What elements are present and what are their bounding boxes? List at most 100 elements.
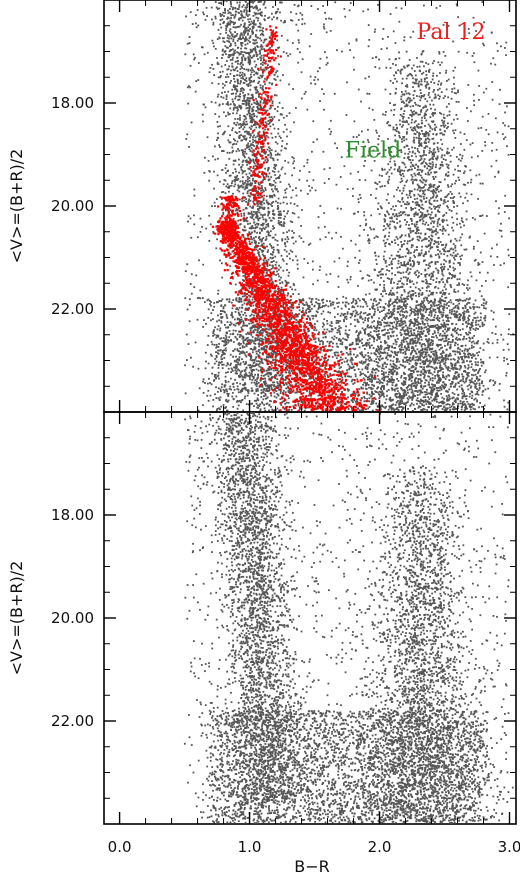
field-star-point [383, 396, 385, 398]
field-star-point [242, 304, 244, 306]
field-star-point [334, 143, 336, 145]
field-star-point [218, 387, 220, 389]
field-star-point [283, 202, 285, 204]
field-star-point [474, 306, 476, 308]
field-star-point [343, 320, 345, 322]
field-star-point [253, 74, 255, 76]
field-star-point [448, 103, 450, 105]
field-star-point [390, 221, 392, 223]
field-star-point [349, 9, 351, 11]
field-star-point [338, 338, 340, 340]
field-star-point [435, 176, 437, 178]
field-star-point [492, 57, 494, 59]
field-star-point [376, 339, 378, 341]
field-star-point [433, 336, 435, 338]
field-star-point [376, 361, 378, 363]
field-star-point [411, 174, 413, 176]
field-star-point [400, 352, 402, 354]
field-star-point [298, 42, 300, 44]
field-star-point [298, 216, 300, 218]
field-star-point [259, 153, 261, 155]
field-star-point [460, 400, 462, 402]
field-star-point [450, 341, 452, 343]
field-star-point [416, 270, 418, 272]
field-star-point [421, 171, 423, 173]
field-star-point [487, 272, 489, 274]
field-star-point [256, 403, 258, 405]
field-star-point [354, 213, 356, 215]
field-star-point [298, 403, 300, 405]
field-star-point [433, 113, 435, 115]
field-star-point [429, 150, 431, 152]
field-star-point [421, 120, 423, 122]
field-star-point [214, 159, 216, 161]
field-star-point [299, 309, 301, 311]
field-star-point [279, 398, 281, 400]
field-star-point [232, 57, 234, 59]
field-star-point [294, 213, 296, 215]
field-star-point [461, 217, 463, 219]
field-star-point [298, 304, 300, 306]
field-star-point [383, 225, 385, 227]
field-star-point [409, 59, 411, 61]
field-star-point [336, 184, 338, 186]
field-star-point [452, 230, 454, 232]
field-star-point [223, 111, 225, 113]
field-star-point [409, 114, 411, 116]
field-star-point [452, 363, 454, 365]
field-star-point [501, 236, 503, 238]
field-star-point [434, 200, 436, 202]
field-star-point [458, 179, 460, 181]
field-star-point [453, 147, 455, 149]
field-star-point [243, 68, 245, 70]
field-star-point [349, 365, 351, 367]
field-star-point [489, 357, 491, 359]
field-star-point [443, 51, 445, 53]
field-star-point [478, 99, 480, 101]
field-star-point [197, 9, 199, 11]
field-star-point [497, 356, 499, 358]
field-star-point [207, 52, 209, 54]
field-star-point [404, 240, 406, 242]
field-star-point [267, 120, 269, 122]
field-star-point [225, 172, 227, 174]
field-star-point [454, 276, 456, 278]
field-star-point [447, 166, 449, 168]
field-star-point [266, 79, 268, 81]
field-star-point [283, 51, 285, 53]
field-star-point [425, 162, 427, 164]
field-star-point [241, 327, 243, 329]
field-star-point [434, 371, 436, 373]
field-star-point [462, 317, 464, 319]
field-star-point [407, 401, 409, 403]
field-star-point [431, 246, 433, 248]
field-star-point [189, 42, 191, 44]
field-star-point [232, 356, 234, 358]
field-star-point [249, 241, 251, 243]
field-star-point [433, 303, 435, 305]
field-star-point [447, 148, 449, 150]
field-star-point [352, 195, 354, 197]
field-star-point [438, 51, 440, 53]
field-star-point [411, 169, 413, 171]
field-star-point [403, 276, 405, 278]
field-star-point [425, 87, 427, 89]
field-star-point [234, 168, 236, 170]
field-star-point [386, 47, 388, 49]
field-star-point [233, 26, 235, 28]
field-star-point [227, 321, 229, 323]
field-star-point [391, 376, 393, 378]
field-star-point [474, 408, 476, 410]
field-star-point [246, 367, 248, 369]
field-star-point [393, 305, 395, 307]
field-star-point [268, 235, 270, 237]
field-star-point [409, 325, 411, 327]
field-star-point [363, 400, 365, 402]
field-star-point [375, 331, 377, 333]
field-star-point [255, 23, 257, 25]
field-star-point [310, 82, 312, 84]
field-star-point [247, 192, 249, 194]
field-star-point [433, 60, 435, 62]
field-star-point [420, 233, 422, 235]
field-star-point [446, 89, 448, 91]
